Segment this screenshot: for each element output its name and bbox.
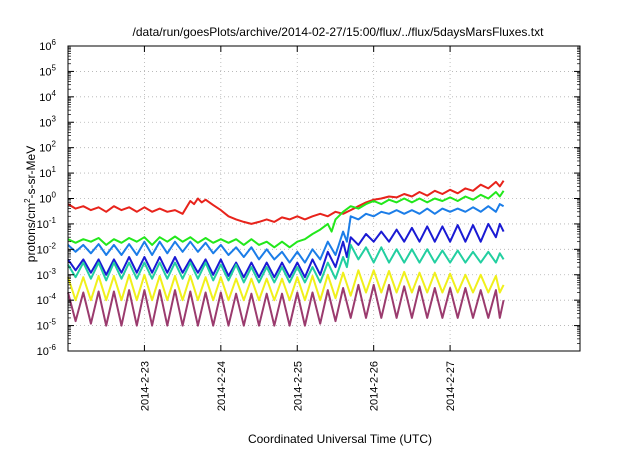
y-axis-label: protons/cm2-s-sr-MeV: [23, 146, 38, 262]
x-tick-label: 2014-2-23: [139, 361, 151, 411]
series-layer: [67, 180, 505, 327]
y-ticks: 10-6 10-5 10-4 10-3 10-2 10-1 100 101 102 103 104 1…: [37, 38, 580, 358]
series-line: [67, 180, 505, 225]
y-tick-label: 10-1: [37, 216, 57, 231]
x-axis-label: Coordinated Universal Time (UTC): [248, 432, 432, 446]
x-tick-label: 2014-2-27: [445, 361, 457, 411]
chart-title: /data/run/goesPlots/archive/2014-02-27/1…: [133, 25, 545, 39]
y-tick-label: 103: [39, 114, 56, 129]
y-tick-label: 104: [39, 89, 56, 104]
series-line: [67, 190, 505, 249]
y-tick-label: 10-4: [37, 292, 57, 307]
x-tick-label: 2014-2-26: [369, 361, 381, 411]
y-axis-label-base: protons/cm: [24, 203, 38, 262]
y-tick-label: 106: [39, 38, 56, 53]
x-tick-label: 2014-2-25: [292, 361, 304, 411]
y-tick-label: 102: [39, 140, 56, 155]
series-line: [67, 203, 505, 264]
y-tick-label: 10-2: [37, 241, 57, 256]
y-axis-label-rest: -s-sr-MeV: [24, 146, 38, 199]
y-tick-label: 10-5: [37, 318, 57, 333]
series-line: [67, 283, 505, 327]
x-ticks: 2014-2-23 2014-2-24 2014-2-25 2014-2-26 2014…: [139, 46, 457, 411]
x-tick-label: 2014-2-24: [216, 361, 228, 411]
series-line: [67, 222, 505, 279]
y-tick-label: 105: [39, 63, 56, 78]
y-tick-label: 101: [39, 165, 56, 180]
y-tick-label: 10-6: [37, 343, 57, 358]
series-line: [67, 269, 505, 302]
series-line: [67, 243, 505, 284]
y-tick-label: 10-3: [37, 267, 57, 282]
y-axis-label-sup: 2: [23, 198, 32, 203]
y-tick-label: 100: [39, 191, 56, 206]
